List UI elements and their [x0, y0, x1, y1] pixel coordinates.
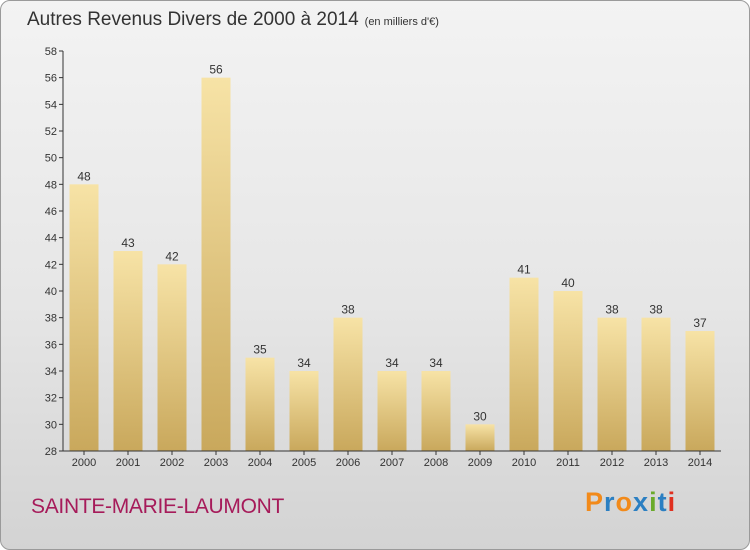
bar-value-label: 30	[473, 409, 487, 423]
unit-note: (en milliers d'€)	[364, 16, 439, 28]
y-tick-label: 54	[45, 99, 57, 111]
y-tick-label: 40	[45, 286, 57, 298]
bar	[641, 317, 671, 451]
x-tick-label: 2007	[380, 457, 404, 469]
bar-value-label: 40	[561, 276, 575, 290]
y-tick-label: 32	[45, 393, 57, 405]
logo-letter: o	[615, 487, 634, 517]
y-tick-label: 52	[45, 126, 57, 138]
logo-letter: i	[649, 487, 658, 517]
bar	[333, 317, 363, 451]
bar-value-label: 48	[77, 169, 91, 183]
y-tick-label: 42	[45, 259, 57, 271]
x-tick-label: 2002	[160, 457, 184, 469]
x-tick-label: 2010	[512, 457, 536, 469]
x-tick-label: 2011	[556, 457, 580, 469]
bar-value-label: 35	[253, 343, 267, 357]
y-tick-label: 44	[45, 233, 57, 245]
bar	[201, 77, 231, 452]
bar	[465, 424, 495, 451]
bar	[69, 184, 99, 452]
x-tick-label: 2003	[204, 457, 228, 469]
x-tick-label: 2001	[116, 457, 140, 469]
logo-letter: P	[585, 487, 605, 517]
bar	[553, 291, 583, 451]
bar-value-label: 38	[341, 303, 355, 317]
city-name: SAINTE-MARIE-LAUMONT	[31, 495, 285, 518]
bar	[509, 277, 539, 451]
y-tick-label: 36	[45, 339, 57, 351]
y-tick-label: 38	[45, 313, 57, 325]
bar-value-label: 56	[209, 63, 223, 77]
bar-value-label: 43	[121, 236, 135, 250]
bar-value-label: 38	[605, 303, 619, 317]
logo-letter: i	[667, 487, 677, 517]
x-tick-label: 2000	[72, 457, 96, 469]
proxiti-logo: Proxiti	[585, 487, 676, 518]
bar	[245, 357, 275, 451]
bar-value-label: 34	[385, 356, 399, 370]
bar	[685, 331, 715, 451]
y-tick-label: 58	[45, 46, 57, 58]
chart-title-text: Autres Revenus Divers de 2000 à 2014	[27, 9, 359, 30]
x-tick-label: 2009	[468, 457, 492, 469]
y-tick-label: 48	[45, 179, 57, 191]
x-tick-label: 2004	[248, 457, 272, 469]
logo-letter: r	[604, 487, 616, 517]
bar	[157, 264, 187, 451]
bar	[113, 251, 143, 451]
x-tick-label: 2005	[292, 457, 316, 469]
bar-value-label: 34	[429, 356, 443, 370]
bar	[597, 317, 627, 451]
x-tick-label: 2013	[644, 457, 668, 469]
x-tick-label: 2012	[600, 457, 624, 469]
bar-value-label: 37	[693, 316, 707, 330]
bar	[289, 371, 319, 451]
y-tick-label: 50	[45, 153, 57, 165]
y-tick-label: 34	[45, 366, 57, 378]
bar-value-label: 34	[297, 356, 311, 370]
logo-letter: x	[633, 487, 650, 517]
y-tick-label: 46	[45, 206, 57, 218]
bar-value-label: 41	[517, 263, 531, 277]
logo-letter: t	[657, 487, 668, 517]
x-tick-label: 2014	[688, 457, 712, 469]
y-tick-label: 56	[45, 73, 57, 85]
y-tick-label: 30	[45, 419, 57, 431]
x-tick-label: 2006	[336, 457, 360, 469]
bar-value-label: 38	[649, 303, 663, 317]
bar	[377, 371, 407, 451]
chart-title: Autres Revenus Divers de 2000 à 2014 (en …	[27, 9, 439, 31]
bar	[421, 371, 451, 451]
x-tick-label: 2008	[424, 457, 448, 469]
bar-value-label: 42	[165, 249, 179, 263]
y-tick-label: 28	[45, 446, 57, 458]
